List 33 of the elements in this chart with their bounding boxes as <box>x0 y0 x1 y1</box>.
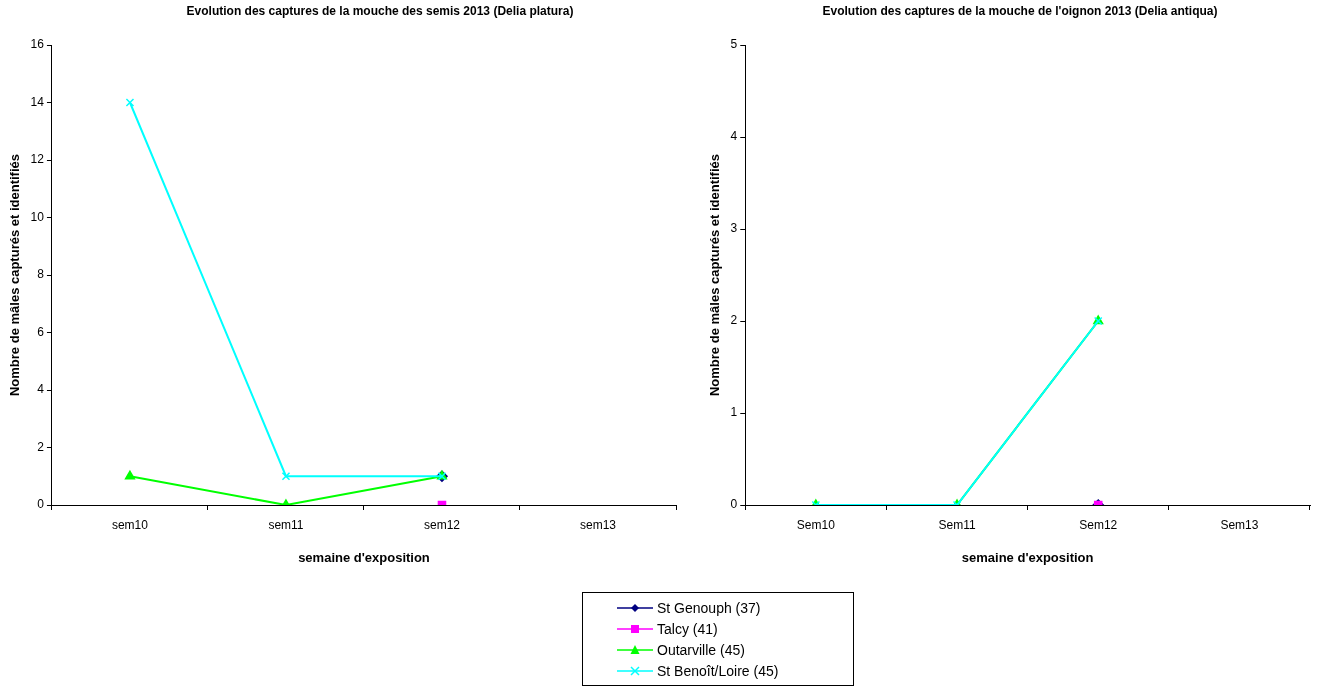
y-tick-label: 16 <box>30 37 45 52</box>
x-tick-label: Sem13 <box>1220 517 1259 532</box>
legend-label: Talcy (41) <box>657 620 718 637</box>
y-tick-label: 2 <box>730 313 738 328</box>
y-tick-label: 4 <box>730 129 738 144</box>
x-tick-label: Sem11 <box>938 517 976 532</box>
x-tick-label: sem12 <box>423 517 461 532</box>
y-axis-title: Nombre de mâles capturés et identifiés <box>707 153 723 397</box>
y-tick-label: 10 <box>30 209 45 224</box>
x-axis-title: semaine d'exposition <box>961 549 1094 565</box>
y-tick-label: 5 <box>730 37 738 52</box>
y-tick-label: 6 <box>37 324 45 339</box>
y-tick-label: 12 <box>30 152 45 167</box>
x-axis-title: semaine d'exposition <box>298 549 430 565</box>
x-tick-label: sem11 <box>268 517 304 532</box>
x-tick-label: sem10 <box>111 517 149 532</box>
legend-label: St Benoît/Loire (45) <box>657 662 779 679</box>
y-tick-label: 0 <box>730 497 738 512</box>
y-tick-label: 3 <box>730 221 738 236</box>
y-tick-label: 2 <box>37 439 45 454</box>
y-axis-title: Nombre de mâles capturés et identifiés <box>7 153 23 397</box>
x-tick-label: sem13 <box>579 517 617 532</box>
y-tick-label: 1 <box>730 405 738 420</box>
chart-title: Evolution des captures de la mouche des semis 2013 (Delia platura) <box>185 4 575 19</box>
y-tick-label: 0 <box>37 497 45 512</box>
x-tick-label: Sem12 <box>1079 517 1118 532</box>
y-tick-label: 4 <box>37 382 45 397</box>
legend-label: Outarville (45) <box>657 641 745 658</box>
legend-label: St Genouph (37) <box>657 599 761 616</box>
y-tick-label: 8 <box>37 267 45 282</box>
chart-title: Evolution des captures de la mouche de l'oignon 2013 (Delia antiqua) <box>821 4 1219 19</box>
x-tick-label: Sem10 <box>796 517 836 532</box>
y-tick-label: 14 <box>30 94 45 109</box>
